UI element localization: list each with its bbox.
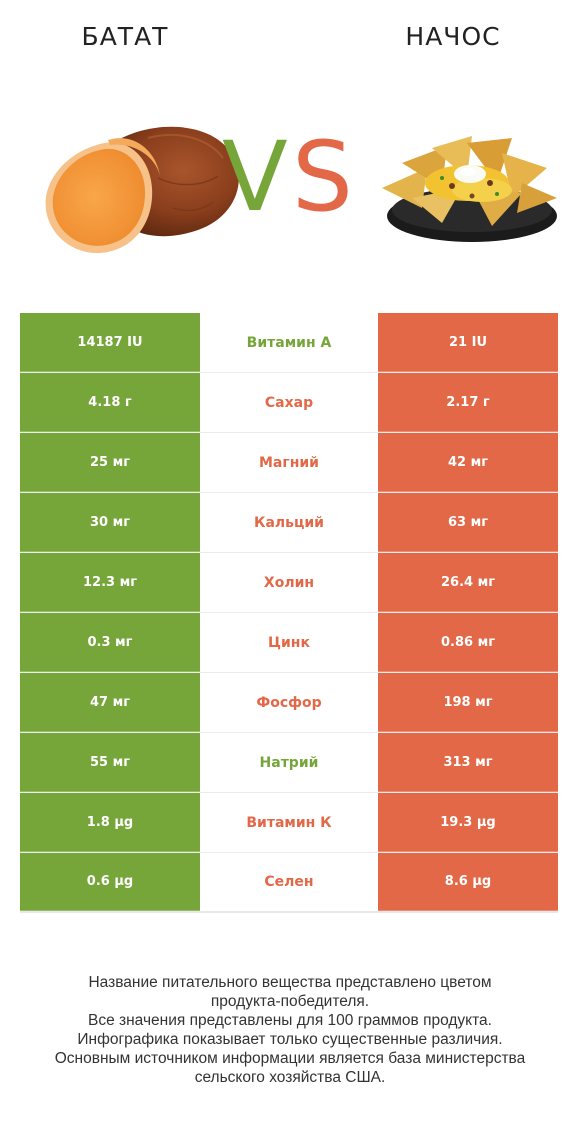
right-value-cell: 0.86 мг [378,613,558,672]
right-value-cell: 26.4 мг [378,553,558,612]
table-row: 0.3 мг Цинк 0.86 мг [20,613,558,673]
nutrient-name-cell: Кальций [200,493,378,552]
right-value-cell: 19.3 µg [378,793,558,852]
footer-line: продукта-победителя. [210,993,370,1010]
nutrient-name-cell: Сахар [200,373,378,432]
footer-notes: Название питательного вещества представл… [20,973,560,1087]
right-value-cell: 42 мг [378,433,558,492]
vs-s-letter: S [292,121,353,233]
nutrient-name-cell: Фосфор [200,673,378,732]
right-value-cell: 313 мг [378,733,558,792]
nutrient-name-cell: Холин [200,553,378,612]
vs-label: V S [222,127,362,233]
nutrient-name-cell: Магний [200,433,378,492]
nachos-icon [382,136,557,242]
nutrient-name-cell: Селен [200,853,378,911]
right-value-cell: 63 мг [378,493,558,552]
footer-line: Инфографика показывает только существенн… [77,1031,503,1048]
table-row: 12.3 мг Холин 26.4 мг [20,553,558,613]
left-value-cell: 4.18 г [20,373,200,432]
left-value-cell: 1.8 µg [20,793,200,852]
right-value-cell: 8.6 µg [378,853,558,911]
table-row: 14187 IU Витамин А 21 IU [20,313,558,373]
nutrient-name-cell: Цинк [200,613,378,672]
right-value-cell: 198 мг [378,673,558,732]
footer-line: сельского хозяйства США. [194,1069,386,1086]
nutrient-name-cell: Витамин А [200,313,378,372]
left-value-cell: 0.3 мг [20,613,200,672]
footer-line: Основным источником информации является … [54,1050,526,1067]
left-value-cell: 0.6 µg [20,853,200,911]
left-food-title: БАТАТ [81,22,169,51]
table-row: 30 мг Кальций 63 мг [20,493,558,553]
footer-line: Название питательного вещества представл… [88,974,492,991]
footer-line: Все значения представлены для 100 граммо… [88,1012,492,1029]
right-value-cell: 21 IU [378,313,558,372]
vs-v-letter: V [222,121,288,233]
table-row: 25 мг Магний 42 мг [20,433,558,493]
left-value-cell: 30 мг [20,493,200,552]
left-value-cell: 55 мг [20,733,200,792]
nutrient-name-cell: Натрий [200,733,378,792]
table-row: 55 мг Натрий 313 мг [20,733,558,793]
left-value-cell: 47 мг [20,673,200,732]
table-row: 1.8 µg Витамин К 19.3 µg [20,793,558,853]
table-row: 0.6 µg Селен 8.6 µg [20,853,558,913]
comparison-header: БАТАТ НАЧОС V S [0,0,580,300]
left-value-cell: 12.3 мг [20,553,200,612]
left-value-cell: 25 мг [20,433,200,492]
right-value-cell: 2.17 г [378,373,558,432]
nutrient-name-cell: Витамин К [200,793,378,852]
table-row: 4.18 г Сахар 2.17 г [20,373,558,433]
table-row: 47 мг Фосфор 198 мг [20,673,558,733]
left-value-cell: 14187 IU [20,313,200,372]
sweet-potato-icon [45,126,239,254]
right-food-title: НАЧОС [405,22,501,51]
